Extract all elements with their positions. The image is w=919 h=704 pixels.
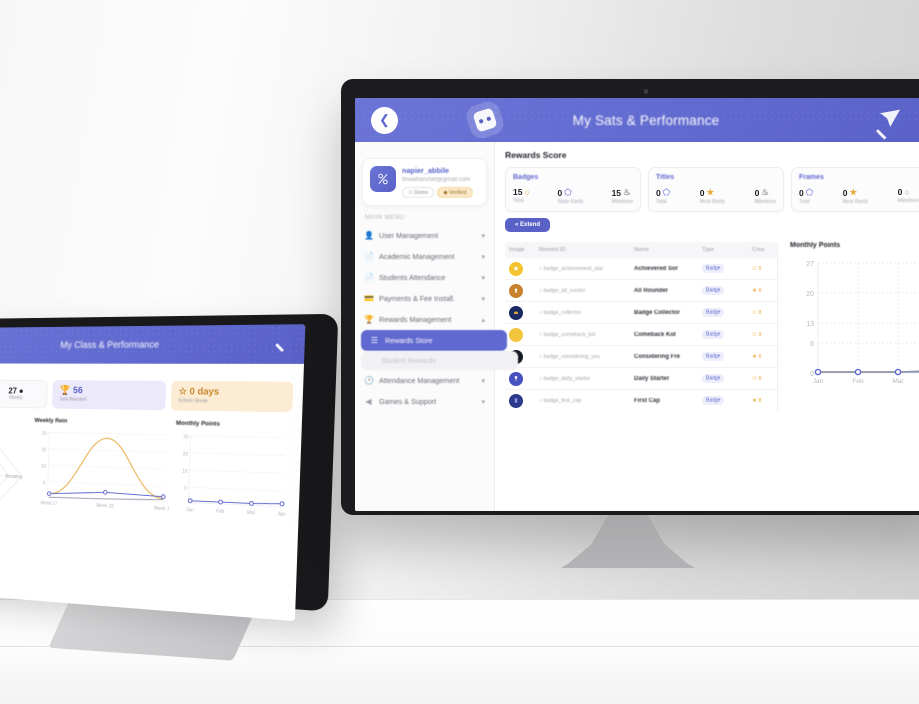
svg-text:20: 20: [41, 448, 46, 454]
svg-text:10: 10: [182, 469, 188, 475]
svg-text:20: 20: [183, 452, 189, 458]
svg-text:Reading: Reading: [5, 474, 22, 480]
svg-text:Feb: Feb: [216, 509, 225, 515]
svg-text:27: 27: [806, 261, 814, 268]
svg-text:0: 0: [43, 481, 46, 487]
svg-text:Mar: Mar: [247, 510, 256, 516]
svg-text:30: 30: [183, 434, 189, 440]
svg-text:Jan: Jan: [186, 507, 194, 513]
svg-text:Week 17: Week 17: [40, 501, 57, 507]
svg-text:Feb: Feb: [852, 378, 864, 385]
svg-text:Week 18: Week 18: [96, 503, 114, 510]
svg-text:13: 13: [806, 321, 814, 328]
svg-text:Jan: Jan: [813, 378, 824, 385]
svg-text:10: 10: [41, 464, 46, 470]
svg-text:30: 30: [42, 431, 47, 437]
svg-text:6: 6: [810, 341, 814, 348]
svg-text:Mar: Mar: [892, 378, 904, 385]
svg-text:0: 0: [184, 486, 187, 492]
svg-text:20: 20: [806, 291, 814, 298]
svg-text:0: 0: [810, 371, 814, 378]
svg-text:Apr: Apr: [278, 511, 286, 517]
